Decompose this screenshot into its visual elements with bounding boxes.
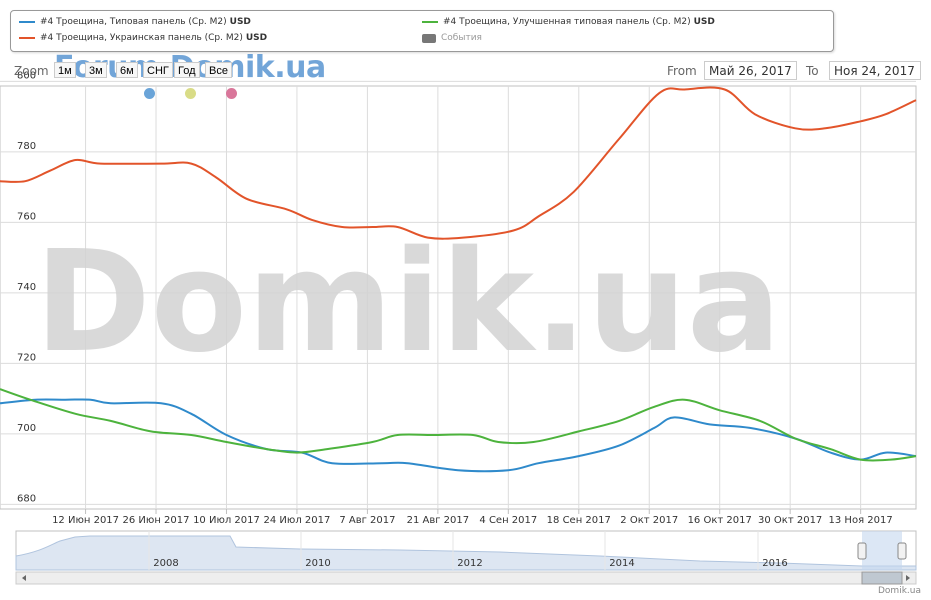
from-label: From [667,64,697,78]
series-line-typical-panel [0,398,917,473]
zoom-label: Zoom [14,64,49,78]
scroll-left-arrow-icon[interactable] [22,575,26,581]
x-tick-label: 2 Окт 2017 [620,515,678,526]
navigator-year-label: 2016 [762,558,787,569]
x-tick-label: 30 Окт 2017 [758,515,822,526]
legend-unit: USD [245,33,268,43]
zoom-6m-button[interactable]: 6м [116,62,138,78]
legend-label: #4 Троещина, Украинская панель (Ср. М2) [40,33,243,43]
x-tick-label: 13 Ноя 2017 [829,515,893,526]
navigator-year-label: 2014 [609,558,634,569]
zoom-year-button[interactable]: Год [174,62,200,78]
y-tick-label: 800 [17,70,36,81]
legend-item-improved-panel[interactable]: #4 Троещина, Улучшенная типовая панель (… [422,17,715,27]
x-tick-label: 21 Авг 2017 [407,515,470,526]
scrollbar-thumb[interactable] [861,571,903,585]
navigator-year-label: 2008 [153,558,178,569]
x-tick-label: 10 Июл 2017 [193,515,260,526]
navigator-year-label: 2010 [305,558,330,569]
legend-item-ukrainian-panel[interactable]: #4 Троещина, Украинская панель (Ср. М2) … [19,33,267,43]
series-line-improved-panel [0,388,917,462]
from-date-input[interactable]: Май 26, 2017 [704,61,797,80]
x-tick-label: 4 Сен 2017 [479,515,537,526]
zoom-all-button[interactable]: Все [205,62,232,78]
x-tick-label: 18 Сен 2017 [547,515,611,526]
series-line-ukrainian-panel [0,86,917,240]
legend-label: События [441,33,482,43]
x-tick-label: 26 Июн 2017 [123,515,190,526]
zoom-ytd-button[interactable]: СНГ [143,62,173,78]
navigator-left-handle[interactable] [857,542,867,560]
navigator-right-handle[interactable] [897,542,907,560]
navigator-series-area [15,535,917,571]
y-tick-label: 760 [17,211,36,222]
to-date-input[interactable]: Ноя 24, 2017 [829,61,921,80]
zoom-1m-button[interactable]: 1м [54,62,76,78]
scrollbar-track[interactable] [15,571,917,585]
y-tick-label: 680 [17,493,36,504]
scroll-right-arrow-icon[interactable] [906,575,910,581]
plot-area [0,85,917,510]
credit-watermark: Domik.ua [878,586,921,596]
domik-watermark: Domik.ua [35,221,782,384]
legend-label: #4 Троещина, Улучшенная типовая панель (… [443,17,691,27]
x-tick-label: 16 Окт 2017 [688,515,752,526]
legend-label: #4 Троещина, Типовая панель (Ср. М2) [40,17,227,27]
navigator-year-label: 2012 [457,558,482,569]
series-dot-blue[interactable] [144,88,155,99]
x-tick-label: 12 Июн 2017 [52,515,119,526]
y-tick-label: 720 [17,352,36,363]
zoom-3m-button[interactable]: 3м [85,62,107,78]
legend-swatch [422,33,436,43]
series-dot-pink[interactable] [226,88,237,99]
y-tick-label: 700 [17,423,36,434]
legend: #4 Троещина, Типовая панель (Ср. М2) USD… [10,10,834,52]
x-tick-label: 24 Июл 2017 [264,515,331,526]
legend-swatch [19,37,35,39]
legend-unit: USD [229,17,251,27]
legend-swatch [19,21,35,23]
series-dot-yellow[interactable] [185,88,196,99]
legend-unit: USD [693,17,715,27]
x-tick-label: 7 Авг 2017 [339,515,395,526]
legend-item-events[interactable]: События [422,33,482,43]
y-tick-label: 740 [17,282,36,293]
to-label: To [806,64,819,78]
navigator-selected-range [862,531,902,570]
legend-item-typical-panel[interactable]: #4 Троещина, Типовая панель (Ср. М2) USD [19,17,251,27]
y-tick-label: 780 [17,141,36,152]
legend-swatch [422,21,438,23]
